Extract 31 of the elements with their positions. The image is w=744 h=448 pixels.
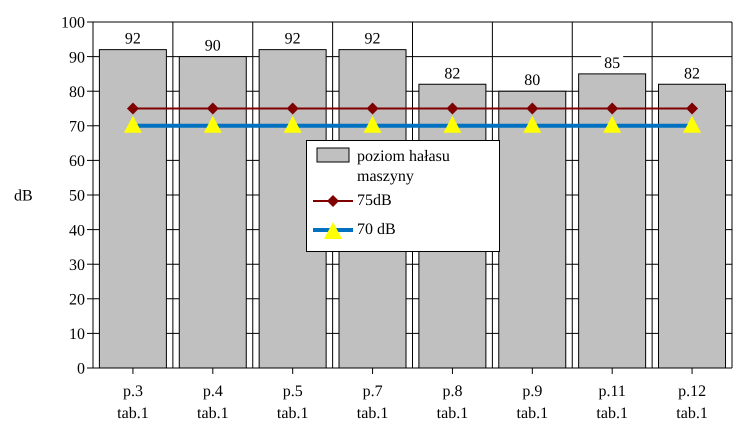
x-tick-label: p.5 tab.1 bbox=[276, 383, 308, 422]
y-axis-title: dB bbox=[14, 188, 33, 205]
y-tick-label: 60 bbox=[69, 153, 85, 170]
legend-label: poziom hałasu maszyny bbox=[357, 147, 451, 187]
y-tick-label: 50 bbox=[69, 188, 85, 205]
x-tick-label: p.4 tab.1 bbox=[197, 383, 229, 422]
data-label: 92 bbox=[124, 30, 141, 48]
y-tick-label: 0 bbox=[77, 360, 85, 378]
x-tick-label: p.7 tab.1 bbox=[356, 383, 388, 422]
x-tick-label: p.3 tab.1 bbox=[117, 383, 149, 422]
data-label: 92 bbox=[284, 30, 301, 48]
data-label: 90 bbox=[204, 38, 221, 55]
legend-label: 75dB bbox=[357, 191, 392, 211]
y-tick-label: 10 bbox=[69, 326, 85, 344]
y-tick-label: 30 bbox=[69, 256, 85, 274]
y-tick-label: 90 bbox=[69, 49, 85, 66]
legend-label: 70 dB bbox=[357, 220, 396, 240]
y-tick-label: 80 bbox=[69, 84, 85, 101]
y-tick-label: 40 bbox=[69, 222, 85, 240]
x-tick-label: p.8 tab.1 bbox=[436, 383, 468, 422]
data-label: 82 bbox=[684, 65, 700, 82]
y-tick-label: 20 bbox=[69, 291, 85, 308]
x-tick-label: p.12 tab.1 bbox=[676, 383, 708, 422]
x-tick-label: p.9 tab.1 bbox=[516, 383, 548, 422]
data-label: 82 bbox=[444, 65, 460, 82]
y-tick-label: 100 bbox=[61, 14, 85, 32]
x-tick-label: p.11 tab.1 bbox=[596, 383, 628, 422]
y-tick-label: 70 bbox=[69, 118, 85, 136]
data-label: 80 bbox=[524, 72, 540, 90]
data-label: 85 bbox=[604, 54, 620, 72]
data-label: 92 bbox=[364, 30, 381, 48]
